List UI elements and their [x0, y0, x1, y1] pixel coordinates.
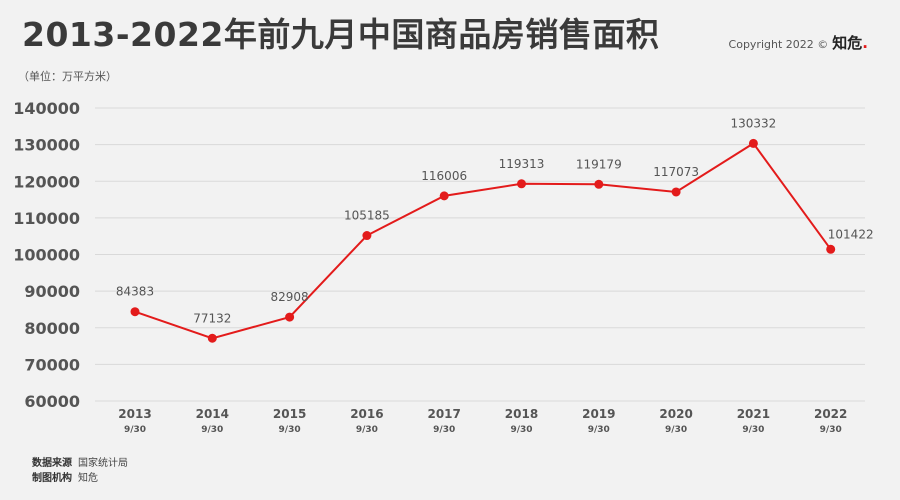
x-tick-label: 2015 — [273, 407, 306, 421]
data-point — [130, 307, 140, 317]
maker-value: 知危 — [78, 473, 98, 484]
data-point — [439, 191, 449, 201]
x-axis-ticks: 2013 9/30 2014 9/30 2015 9/30 2016 9/30 2017 9/30… — [118, 407, 847, 435]
maker-line: 制图机构 知危 — [32, 471, 128, 486]
x-tick-sublabel: 9/30 — [356, 425, 378, 435]
copyright-text: Copyright 2022 © — [728, 38, 829, 51]
grid-lines — [95, 107, 865, 402]
x-tick-sublabel: 9/30 — [433, 425, 455, 435]
y-tick-label: 90000 — [24, 282, 80, 301]
y-tick-label: 120000 — [13, 172, 80, 191]
data-point — [594, 179, 604, 189]
brand-logo: 知危. — [832, 32, 868, 53]
source-line: 数据来源 国家统计局 — [32, 456, 128, 471]
y-tick-label: 110000 — [13, 209, 80, 228]
data-point — [285, 312, 295, 322]
x-tick-sublabel: 9/30 — [201, 425, 223, 435]
x-tick-label: 2016 — [350, 407, 383, 421]
y-tick-label: 100000 — [13, 246, 80, 265]
x-tick-sublabel: 9/30 — [820, 425, 842, 435]
x-tick-sublabel: 9/30 — [279, 425, 301, 435]
data-label: 116006 — [421, 169, 467, 183]
x-tick-label: 2019 — [582, 407, 615, 421]
x-tick-label: 2022 — [814, 407, 847, 421]
brand-name: 知危 — [832, 34, 863, 52]
y-tick-label: 60000 — [24, 392, 80, 411]
y-tick-label: 80000 — [24, 319, 80, 338]
x-tick-label: 2021 — [737, 407, 770, 421]
data-point — [517, 179, 526, 189]
x-tick-sublabel: 9/30 — [588, 425, 610, 435]
footer: 数据来源 国家统计局 制图机构 知危 — [32, 456, 128, 486]
copyright: Copyright 2022 © 知危. — [729, 32, 868, 53]
data-label: 84383 — [116, 285, 154, 299]
data-label: 117073 — [653, 165, 699, 179]
maker-key: 制图机构 — [32, 473, 72, 484]
x-tick-sublabel: 9/30 — [124, 425, 146, 435]
data-point — [826, 244, 836, 254]
data-points — [130, 138, 836, 343]
x-tick-label: 2014 — [196, 407, 229, 421]
source-value: 国家统计局 — [78, 458, 128, 469]
page-title: 2013-2022年前九月中国商品房销售面积 — [22, 15, 660, 54]
series-line — [134, 142, 832, 340]
data-point — [671, 187, 681, 197]
x-tick-label: 2018 — [505, 407, 538, 421]
y-tick-label: 140000 — [13, 99, 80, 118]
x-tick-sublabel: 9/30 — [510, 425, 532, 435]
y-tick-label: 130000 — [13, 136, 80, 155]
y-tick-label: 70000 — [24, 355, 80, 374]
x-tick-sublabel: 9/30 — [665, 425, 687, 435]
data-label: 82908 — [271, 290, 309, 304]
data-point — [748, 138, 758, 148]
data-point — [207, 333, 217, 343]
data-label: 119179 — [576, 157, 622, 171]
data-point — [362, 231, 372, 241]
unit-label: （单位：万平方米） — [18, 70, 117, 83]
data-label: 77132 — [193, 311, 231, 325]
data-label: 101422 — [828, 227, 874, 241]
brand-dot: . — [862, 34, 868, 52]
data-label: 105185 — [344, 209, 390, 223]
x-tick-label: 2017 — [427, 407, 460, 421]
x-tick-sublabel: 9/30 — [742, 425, 764, 435]
data-labels: 84383 77132 82908 105185 116006 119313 119179 1… — [116, 116, 874, 325]
x-tick-label: 2013 — [118, 407, 151, 421]
data-label: 130332 — [730, 116, 776, 130]
data-label: 119313 — [499, 157, 545, 171]
y-axis-ticks: 60000 70000 80000 90000 100000 110000 120000 13… — [13, 99, 80, 411]
x-tick-label: 2020 — [659, 407, 692, 421]
source-key: 数据来源 — [32, 458, 72, 469]
